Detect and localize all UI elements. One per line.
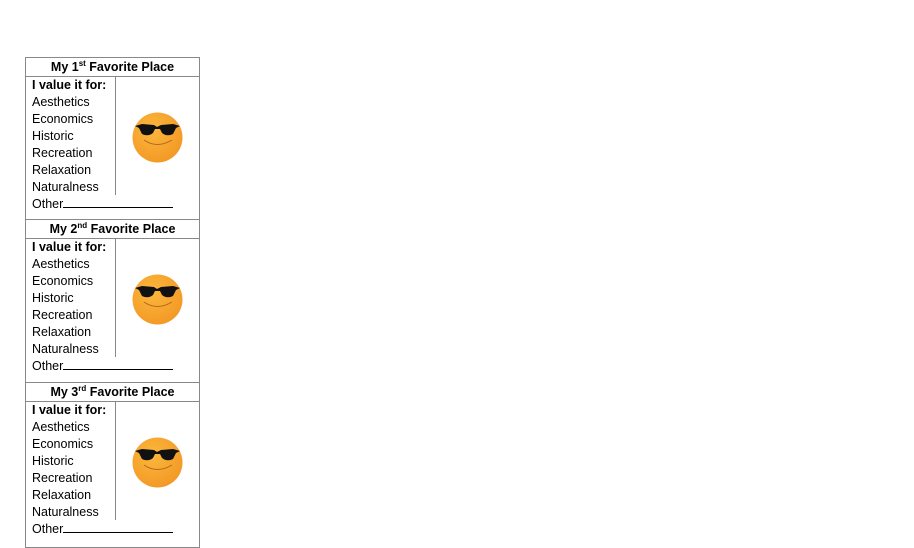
title-ordinal: st	[78, 58, 86, 68]
value-option: Naturalness	[32, 342, 99, 356]
column-divider	[115, 77, 116, 195]
value-option: Economics	[32, 437, 94, 451]
title-prefix: My 1	[50, 60, 79, 74]
other-field[interactable]: Other	[32, 521, 174, 538]
sunglasses-smiley-icon	[132, 112, 183, 163]
value-option: Economics	[32, 112, 94, 126]
title-ordinal: nd	[77, 220, 88, 230]
other-blank-line[interactable]	[63, 521, 174, 533]
title-suffix: Favorite Place	[87, 222, 176, 236]
title-prefix: My 3	[50, 385, 79, 399]
other-field[interactable]: Other	[32, 196, 174, 213]
value-option: Recreation	[32, 471, 93, 485]
card-title: My 1st Favorite Place	[26, 58, 199, 77]
value-heading: I value it for:	[32, 78, 107, 92]
sunglasses-smiley-icon	[132, 274, 183, 325]
card-title: My 2nd Favorite Place	[26, 220, 199, 239]
other-field[interactable]: Other	[32, 358, 174, 375]
value-option: Economics	[32, 274, 94, 288]
value-option: Recreation	[32, 146, 93, 160]
other-label: Other	[32, 359, 64, 373]
title-ordinal: rd	[78, 383, 87, 393]
value-option: Historic	[32, 454, 74, 468]
value-option: Naturalness	[32, 180, 99, 194]
title-suffix: Favorite Place	[86, 385, 175, 399]
value-heading: I value it for:	[32, 403, 107, 417]
column-divider	[115, 402, 116, 520]
other-blank-line[interactable]	[63, 196, 174, 208]
value-option: Historic	[32, 129, 74, 143]
card-title: My 3rd Favorite Place	[26, 383, 199, 402]
other-label: Other	[32, 522, 64, 536]
value-option: Relaxation	[32, 163, 92, 177]
favorite-place-card: My 2nd Favorite Place I value it for: Aes…	[25, 219, 200, 384]
value-option: Relaxation	[32, 325, 92, 339]
value-option: Recreation	[32, 308, 93, 322]
title-prefix: My 2	[49, 222, 78, 236]
title-suffix: Favorite Place	[85, 60, 175, 74]
value-heading: I value it for:	[32, 240, 107, 254]
value-option: Aesthetics	[32, 95, 90, 109]
value-option: Naturalness	[32, 505, 99, 519]
value-option: Historic	[32, 291, 74, 305]
column-divider	[115, 239, 116, 357]
favorite-place-card: My 3rd Favorite Place I value it for: Aes…	[25, 382, 200, 548]
value-option: Relaxation	[32, 488, 92, 502]
other-label: Other	[32, 197, 64, 211]
favorite-place-card: My 1st Favorite Place I value it for: Aes…	[25, 57, 200, 222]
value-option: Aesthetics	[32, 257, 90, 271]
sunglasses-smiley-icon	[132, 437, 183, 488]
other-blank-line[interactable]	[63, 358, 174, 370]
value-option: Aesthetics	[32, 420, 90, 434]
